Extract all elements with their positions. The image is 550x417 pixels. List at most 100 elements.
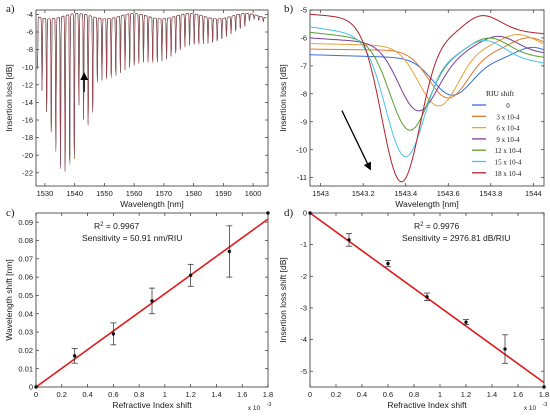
y-tick-label: -6	[26, 28, 33, 37]
data-point	[386, 261, 390, 266]
x-tick-label: 1560	[126, 189, 143, 198]
r-squared: R2 = 0.9967	[94, 221, 139, 231]
y-tick-label: -18	[22, 133, 33, 142]
y-tick-label: 0.06	[18, 273, 33, 282]
data-point	[111, 332, 116, 336]
data-point	[188, 273, 193, 277]
y-tick-label: -10	[22, 63, 33, 72]
series-line-6	[310, 13, 544, 183]
panel-label: b)	[284, 3, 294, 15]
x-tick-label: 0.4	[357, 390, 367, 399]
sensitivity-label: Sensitivity = 2976.81 dB/RIU	[402, 233, 510, 243]
axes-frame	[35, 212, 269, 388]
y-tick-label: 0.07	[18, 254, 33, 263]
x-tick-label: 1543.6	[437, 189, 460, 198]
x-tick-label: 0.8	[134, 390, 144, 399]
panel-b: b) 1543 1543.2 1543.4 1543.6 1543.8 1544 -5 -6 -7…	[278, 3, 545, 209]
data-point	[308, 211, 312, 215]
data-point	[266, 211, 270, 215]
x-tick-label: 1.8	[263, 390, 273, 399]
r-squared-label: R	[414, 221, 420, 231]
y-tick-label: -22	[22, 168, 33, 177]
x-tick-label: 1540	[66, 189, 83, 198]
y-axis-label: Insertion loss shift [dB]	[278, 257, 288, 343]
y-tick-label: -1	[300, 240, 307, 249]
data-point	[347, 238, 351, 242]
x-tick-label: 1580	[185, 189, 202, 198]
x-tick-label: 0.4	[82, 390, 92, 399]
x-tick-label: 0.2	[331, 390, 341, 399]
r-squared-value: = 0.9967	[103, 221, 139, 231]
panel-label: d)	[284, 207, 294, 219]
axes-frame	[309, 9, 545, 187]
plot-area	[37, 13, 267, 172]
y-tick-label: 0.03	[18, 328, 33, 337]
legend-label-5: 15 x 10-4	[495, 159, 522, 167]
annotation-arrow	[341, 110, 371, 171]
x-tick-label: 0	[308, 390, 312, 399]
x-tick-label: 1550	[96, 189, 113, 198]
y-tick-label: 0	[303, 209, 307, 218]
x-multiplier-exponent: -3	[543, 402, 548, 408]
y-tick-label: -9	[300, 117, 307, 126]
y-tick-label: -16	[22, 116, 33, 125]
spectrum-series-6	[37, 13, 267, 172]
y-tick-label: -10	[296, 145, 307, 154]
y-tick-label: -20	[22, 151, 33, 160]
x-tick-label: 1543.2	[352, 189, 375, 198]
x-axis-label: Wavelength [nm]	[120, 199, 183, 209]
x-multiplier-exponent: -3	[267, 402, 272, 408]
x-tick-label: 1.6	[237, 390, 247, 399]
series-line-4	[310, 31, 544, 131]
legend-label-1: 3 x 10-4	[496, 113, 520, 121]
y-tick-label: -2	[300, 272, 307, 281]
data-point	[503, 347, 507, 351]
y-tick-label: -3	[300, 304, 307, 313]
axes-frame	[309, 212, 545, 388]
x-tick-label: 0.6	[108, 390, 118, 399]
y-tick-label: -11	[297, 173, 307, 182]
y-axis-label: Wavelength shift [nm]	[4, 259, 14, 340]
x-tick-label: 0.2	[57, 390, 67, 399]
x-tick-label: 0.8	[409, 390, 419, 399]
r-squared-exponent: 2	[100, 222, 104, 228]
x-tick-label: 1	[438, 390, 442, 399]
x-tick-label: 1	[163, 390, 167, 399]
legend-label-0: 0	[506, 102, 510, 110]
panel-c: c) 0 0.2 0.4 0.6 0.8 1 1.2 1.4 1.6 1.8 0 0.01 0.02 0.0…	[4, 207, 273, 412]
x-tick-label: 1570	[156, 189, 173, 198]
data-point	[34, 385, 38, 389]
x-tick-label: 1530	[37, 189, 54, 198]
y-axis-label: Insertion loss [dB]	[4, 64, 14, 132]
plot-area	[310, 13, 544, 183]
legend-label-3: 9 x 10-4	[496, 136, 520, 144]
y-tick-label: -14	[22, 98, 33, 107]
y-tick-label: -4	[300, 335, 307, 344]
data-point	[464, 320, 468, 324]
x-tick-label: 0.6	[383, 390, 393, 399]
y-tick-label: 0.04	[18, 309, 33, 318]
x-tick-label: 1543.4	[394, 189, 417, 198]
series-line-5	[310, 26, 544, 158]
y-tick-label: 0.08	[18, 236, 33, 245]
data-point	[150, 299, 154, 303]
panel-label: a)	[6, 3, 15, 15]
x-axis-label: Refractive Index shift	[112, 400, 192, 410]
legend-label-6: 18 x 10-4	[495, 170, 522, 178]
x-tick-label: 1543.8	[479, 189, 502, 198]
x-tick-label: 0	[34, 390, 38, 399]
x-tick-label: 1600	[245, 189, 262, 198]
x-axis-label: Wavelength [nm]	[395, 199, 458, 209]
x-tick-label: 1.8	[539, 390, 549, 399]
x-tick-label: 1.4	[487, 390, 497, 399]
data-point	[72, 354, 77, 358]
y-tick-label: 0.01	[18, 364, 33, 373]
x-tick-label: 1544	[525, 189, 542, 198]
x-multiplier: x 10	[524, 405, 537, 412]
x-tick-label: 1.2	[185, 390, 195, 399]
y-tick-label: 0.05	[18, 291, 33, 300]
y-tick-label: 0	[29, 383, 33, 392]
data-point	[227, 249, 232, 254]
data-point	[425, 295, 429, 299]
